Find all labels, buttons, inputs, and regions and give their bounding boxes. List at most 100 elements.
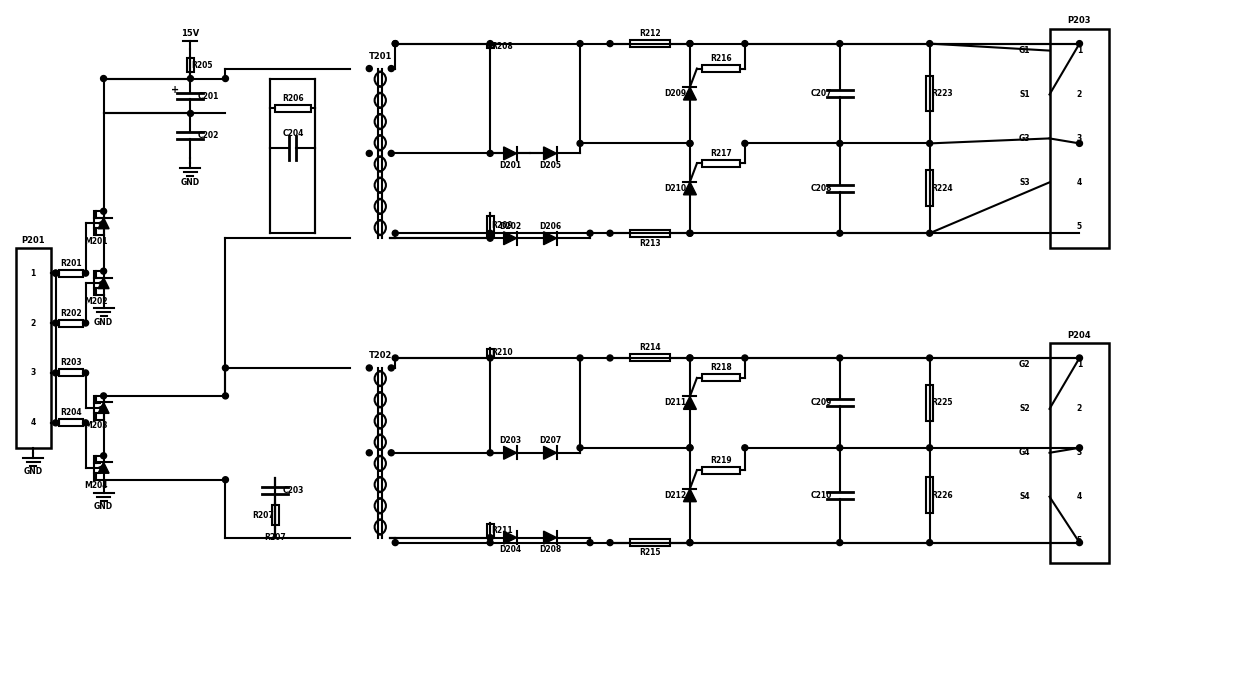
- Polygon shape: [503, 447, 517, 460]
- Circle shape: [926, 140, 932, 147]
- Text: M204: M204: [84, 481, 108, 491]
- Text: 5: 5: [1076, 536, 1083, 545]
- Text: R208: R208: [491, 41, 513, 51]
- Bar: [630, 40, 670, 47]
- Text: +: +: [171, 85, 180, 94]
- Text: C202: C202: [197, 131, 219, 140]
- Text: D212: D212: [663, 491, 686, 499]
- Polygon shape: [683, 396, 697, 409]
- Bar: [926, 76, 934, 111]
- Circle shape: [1076, 140, 1083, 147]
- Polygon shape: [503, 232, 517, 245]
- Text: T201: T201: [368, 52, 392, 61]
- Circle shape: [742, 355, 748, 361]
- Text: R211: R211: [491, 526, 513, 535]
- Circle shape: [1076, 445, 1083, 451]
- Bar: [702, 65, 740, 72]
- Circle shape: [100, 76, 107, 82]
- Text: R212: R212: [639, 29, 661, 38]
- Text: D210: D210: [663, 184, 686, 193]
- Polygon shape: [543, 232, 557, 245]
- Circle shape: [52, 420, 58, 426]
- Circle shape: [83, 420, 88, 426]
- Circle shape: [52, 270, 58, 276]
- Text: 2: 2: [1076, 90, 1083, 99]
- Circle shape: [222, 393, 228, 399]
- Bar: [58, 319, 83, 327]
- Circle shape: [1076, 539, 1083, 546]
- Text: 3: 3: [1076, 449, 1083, 458]
- Polygon shape: [503, 147, 517, 160]
- Circle shape: [1076, 355, 1083, 361]
- Circle shape: [926, 539, 932, 546]
- Circle shape: [52, 270, 58, 276]
- Polygon shape: [98, 402, 109, 413]
- Circle shape: [388, 365, 394, 371]
- Bar: [58, 420, 83, 427]
- Text: R209: R209: [491, 222, 513, 230]
- Circle shape: [687, 539, 693, 546]
- Text: R204: R204: [60, 409, 82, 418]
- Circle shape: [187, 111, 193, 116]
- Circle shape: [52, 370, 58, 376]
- Text: R225: R225: [931, 398, 952, 407]
- Circle shape: [577, 355, 583, 361]
- Circle shape: [487, 355, 494, 361]
- Text: GND: GND: [94, 502, 113, 511]
- Bar: [58, 270, 83, 277]
- Text: M202: M202: [84, 297, 108, 305]
- Text: R223: R223: [931, 89, 952, 98]
- Circle shape: [687, 140, 693, 147]
- Circle shape: [83, 270, 88, 276]
- Text: P204: P204: [1068, 330, 1091, 339]
- Circle shape: [837, 140, 843, 147]
- Circle shape: [837, 539, 843, 546]
- Text: R215: R215: [639, 548, 661, 557]
- Text: D205: D205: [539, 161, 560, 170]
- Text: P203: P203: [1068, 16, 1091, 25]
- Text: P201: P201: [21, 236, 45, 245]
- Text: R210: R210: [491, 349, 513, 358]
- Text: GND: GND: [94, 318, 113, 327]
- Text: 1: 1: [1076, 46, 1083, 55]
- Text: R207: R207: [253, 510, 274, 519]
- Text: C204: C204: [283, 129, 304, 138]
- Text: R203: R203: [60, 358, 82, 367]
- Text: G3: G3: [1019, 134, 1030, 143]
- Circle shape: [366, 65, 372, 72]
- Text: S2: S2: [1019, 405, 1030, 413]
- Text: C207: C207: [811, 89, 832, 98]
- Bar: [486, 524, 494, 536]
- Circle shape: [687, 41, 693, 47]
- Circle shape: [742, 41, 748, 47]
- Text: R207: R207: [264, 533, 286, 542]
- Circle shape: [388, 65, 394, 72]
- Text: 4: 4: [1076, 178, 1083, 187]
- Circle shape: [487, 450, 494, 455]
- Polygon shape: [683, 87, 697, 100]
- Circle shape: [687, 41, 693, 47]
- Bar: [1049, 343, 1110, 563]
- Bar: [58, 369, 83, 376]
- Circle shape: [388, 151, 394, 156]
- Text: R214: R214: [639, 343, 661, 352]
- Text: 4: 4: [1076, 492, 1083, 501]
- Circle shape: [608, 230, 613, 236]
- Circle shape: [687, 230, 693, 236]
- Circle shape: [388, 450, 394, 455]
- Text: S3: S3: [1019, 178, 1030, 187]
- Circle shape: [926, 355, 932, 361]
- Circle shape: [222, 477, 228, 483]
- Text: 5: 5: [1076, 222, 1083, 230]
- Bar: [702, 374, 740, 381]
- Circle shape: [487, 539, 494, 546]
- Circle shape: [608, 41, 613, 47]
- Circle shape: [392, 355, 398, 361]
- Circle shape: [687, 355, 693, 361]
- Polygon shape: [683, 182, 697, 195]
- Circle shape: [837, 445, 843, 451]
- Circle shape: [100, 453, 107, 459]
- Circle shape: [487, 230, 494, 236]
- Bar: [926, 385, 934, 421]
- Circle shape: [52, 320, 58, 326]
